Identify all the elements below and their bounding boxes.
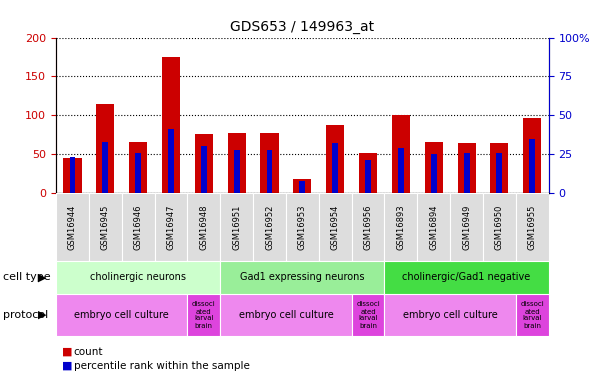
Text: GSM16950: GSM16950 xyxy=(495,204,504,250)
Text: Gad1 expressing neurons: Gad1 expressing neurons xyxy=(240,273,365,282)
Text: GSM16945: GSM16945 xyxy=(101,204,110,250)
Text: dissoci
ated
larval
brain: dissoci ated larval brain xyxy=(520,302,544,328)
Bar xyxy=(392,114,410,193)
FancyBboxPatch shape xyxy=(56,193,89,261)
Text: ▶: ▶ xyxy=(38,273,47,282)
FancyBboxPatch shape xyxy=(319,193,352,261)
FancyBboxPatch shape xyxy=(220,294,352,336)
FancyBboxPatch shape xyxy=(286,193,319,261)
Bar xyxy=(496,153,503,193)
Text: ■: ■ xyxy=(62,361,73,370)
Text: GSM16894: GSM16894 xyxy=(430,204,438,250)
Text: embryo cell culture: embryo cell culture xyxy=(74,310,169,320)
FancyBboxPatch shape xyxy=(385,193,417,261)
Bar xyxy=(490,143,509,193)
FancyBboxPatch shape xyxy=(89,193,122,261)
Text: GSM16944: GSM16944 xyxy=(68,204,77,250)
FancyBboxPatch shape xyxy=(417,193,450,261)
Text: protocol: protocol xyxy=(3,310,48,320)
Text: GSM16947: GSM16947 xyxy=(166,204,175,250)
FancyBboxPatch shape xyxy=(56,294,188,336)
Bar xyxy=(70,158,76,193)
Bar xyxy=(359,153,377,193)
Bar xyxy=(293,179,312,193)
Title: GDS653 / 149963_at: GDS653 / 149963_at xyxy=(230,20,375,34)
Bar xyxy=(431,154,437,193)
Text: GSM16946: GSM16946 xyxy=(134,204,143,250)
Text: dissoci
ated
larval
brain: dissoci ated larval brain xyxy=(192,302,216,328)
FancyBboxPatch shape xyxy=(483,193,516,261)
Bar xyxy=(64,158,81,193)
Bar xyxy=(102,142,109,193)
FancyBboxPatch shape xyxy=(450,193,483,261)
Bar xyxy=(458,143,476,193)
Text: ▶: ▶ xyxy=(38,310,47,320)
Bar xyxy=(299,181,306,193)
FancyBboxPatch shape xyxy=(516,294,549,336)
FancyBboxPatch shape xyxy=(516,193,549,261)
FancyBboxPatch shape xyxy=(188,294,220,336)
FancyBboxPatch shape xyxy=(352,294,385,336)
Bar xyxy=(398,148,404,193)
Text: GSM16954: GSM16954 xyxy=(331,204,340,250)
Text: GSM16893: GSM16893 xyxy=(396,204,405,250)
Bar xyxy=(195,134,213,193)
Text: embryo cell culture: embryo cell culture xyxy=(238,310,333,320)
Text: GSM16948: GSM16948 xyxy=(199,204,208,250)
Bar xyxy=(228,133,245,193)
Text: GSM16956: GSM16956 xyxy=(363,204,372,250)
Text: embryo cell culture: embryo cell culture xyxy=(403,310,497,320)
Bar xyxy=(326,125,344,193)
Text: cell type: cell type xyxy=(3,273,51,282)
Bar xyxy=(261,133,278,193)
FancyBboxPatch shape xyxy=(188,193,220,261)
FancyBboxPatch shape xyxy=(155,193,188,261)
Bar xyxy=(523,118,541,193)
Text: ■: ■ xyxy=(62,347,73,357)
Bar xyxy=(135,153,141,193)
Bar xyxy=(425,142,442,193)
Bar xyxy=(201,147,207,193)
Bar xyxy=(529,139,535,193)
Bar xyxy=(464,153,470,193)
FancyBboxPatch shape xyxy=(253,193,286,261)
Text: count: count xyxy=(74,347,103,357)
Bar xyxy=(168,129,174,193)
Text: GSM16955: GSM16955 xyxy=(528,204,537,250)
FancyBboxPatch shape xyxy=(122,193,155,261)
Text: cholinergic neurons: cholinergic neurons xyxy=(90,273,186,282)
FancyBboxPatch shape xyxy=(56,261,220,294)
Bar xyxy=(162,57,180,193)
Bar xyxy=(267,150,273,193)
FancyBboxPatch shape xyxy=(220,261,385,294)
Bar xyxy=(234,150,240,193)
FancyBboxPatch shape xyxy=(220,193,253,261)
FancyBboxPatch shape xyxy=(352,193,385,261)
Text: GSM16953: GSM16953 xyxy=(298,204,307,250)
Bar xyxy=(332,143,338,193)
Text: cholinergic/Gad1 negative: cholinergic/Gad1 negative xyxy=(402,273,531,282)
FancyBboxPatch shape xyxy=(385,261,549,294)
Text: GSM16952: GSM16952 xyxy=(265,204,274,250)
FancyBboxPatch shape xyxy=(385,294,516,336)
Text: GSM16949: GSM16949 xyxy=(462,204,471,250)
Text: dissoci
ated
larval
brain: dissoci ated larval brain xyxy=(356,302,380,328)
Bar xyxy=(365,160,371,193)
Text: percentile rank within the sample: percentile rank within the sample xyxy=(74,361,250,370)
Bar xyxy=(96,104,114,193)
Bar xyxy=(129,142,147,193)
Text: GSM16951: GSM16951 xyxy=(232,204,241,250)
